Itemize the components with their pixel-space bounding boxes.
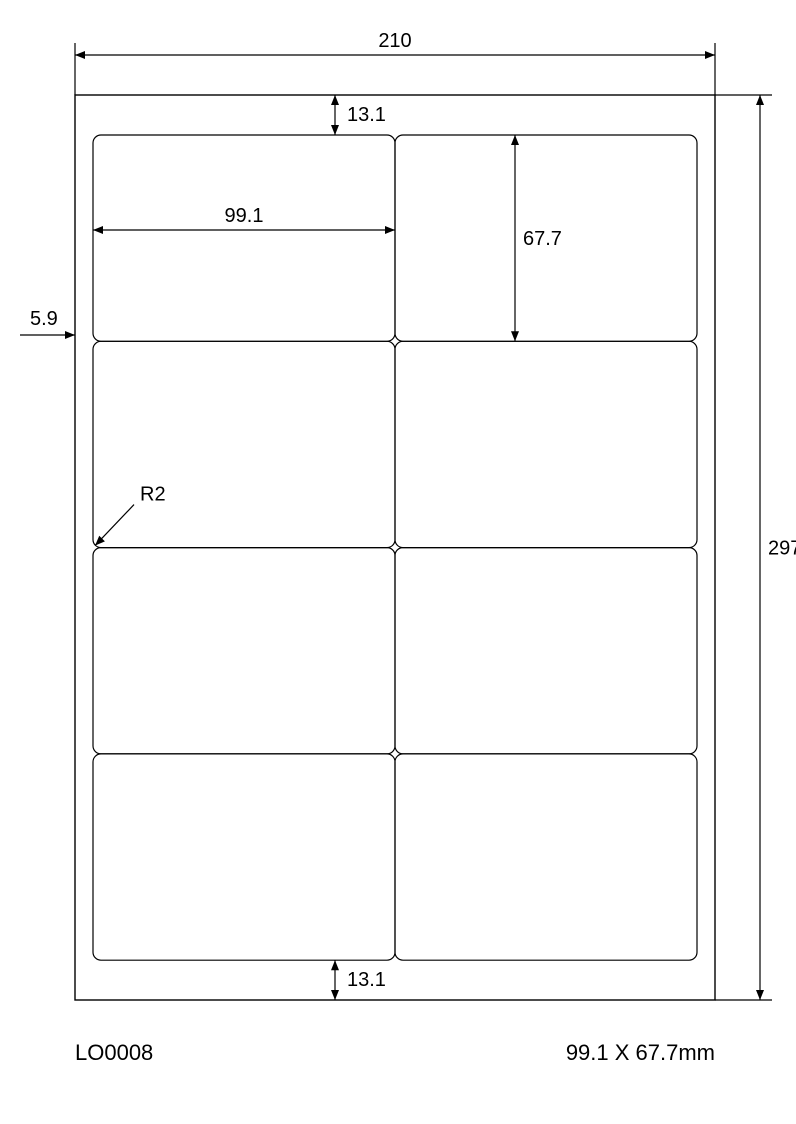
- label-cell: [395, 548, 697, 754]
- dim-top-margin: [331, 95, 339, 135]
- dim-top-margin-label: 13.1: [347, 104, 386, 126]
- label-cell: [395, 341, 697, 547]
- label-size-text: 99.1 X 67.7mm: [566, 1040, 715, 1065]
- dim-sheet-width-label: 210: [378, 30, 411, 52]
- label-cell: [93, 341, 395, 547]
- label-cell: [395, 754, 697, 960]
- dim-bottom-margin: [331, 960, 339, 1000]
- dim-label-height-label: 67.7: [523, 228, 562, 250]
- dim-sheet-width: 210: [75, 30, 715, 59]
- label-template-diagram: 210 297 13.1 13.1 99.1 67.7 5.9 R2 LO0008 99.1 X…: [0, 0, 796, 1124]
- dim-corner-radius: R2: [95, 484, 166, 546]
- dim-label-width: 99.1: [93, 205, 395, 234]
- dim-left-margin-label: 5.9: [30, 308, 58, 330]
- dim-corner-radius-label: R2: [140, 484, 166, 506]
- dim-bottom-margin-label: 13.1: [347, 969, 386, 991]
- dim-label-height: 67.7: [511, 135, 562, 341]
- dim-left-margin: 5.9: [20, 308, 75, 339]
- dim-label-width-label: 99.1: [225, 205, 264, 227]
- dim-sheet-height: 297: [756, 95, 796, 1000]
- dim-sheet-height-label: 297: [768, 538, 796, 560]
- label-cell: [93, 754, 395, 960]
- product-code: LO0008: [75, 1040, 153, 1065]
- label-cell: [93, 135, 395, 341]
- label-cell: [93, 548, 395, 754]
